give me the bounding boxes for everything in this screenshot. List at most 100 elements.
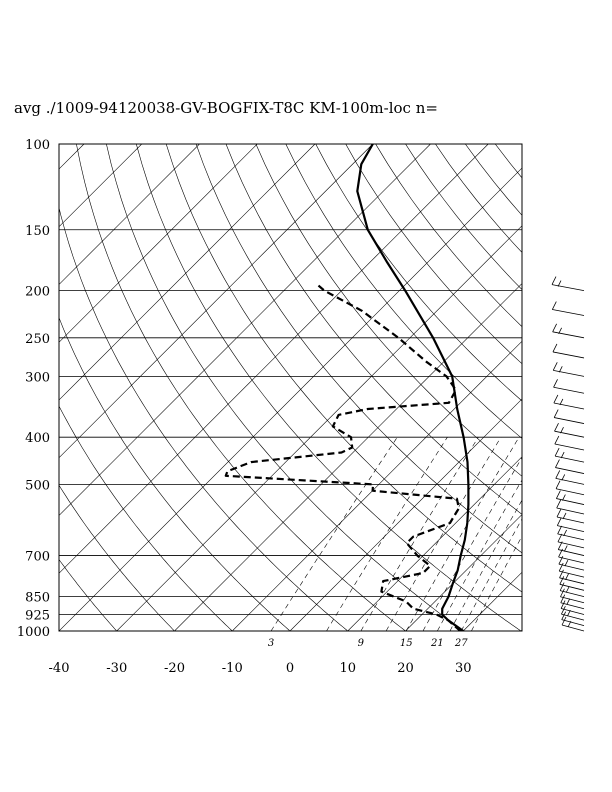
wind-barb [559, 576, 585, 591]
isotherm-line [116, 225, 522, 631]
wind-barb [551, 276, 585, 291]
wind-barb [557, 541, 585, 556]
y-tick-label: 150 [25, 224, 50, 239]
wind-barb [560, 594, 585, 610]
wind-barb-feather [559, 576, 565, 585]
isotherm-line [579, 144, 612, 631]
x-tick-label: -30 [106, 661, 127, 676]
wind-barb [558, 562, 585, 578]
wind-barb-staff [560, 602, 585, 610]
mixing-ratio-label: 27 [454, 638, 468, 649]
y-tick-label: 500 [25, 478, 50, 493]
mixing-ratio-label: 9 [358, 638, 365, 649]
wind-barb [552, 323, 585, 339]
wind-barb [556, 508, 585, 524]
wind-barb-feather [565, 573, 569, 580]
dry-adiabat [59, 559, 118, 631]
wind-barb-feather [565, 586, 570, 593]
isotherm-line [289, 398, 522, 631]
chart-title: avg ./1009-94120038-GV-BOGFIX-T8C KM-100… [14, 99, 438, 117]
wind-barb [559, 582, 585, 598]
isotherm-line [405, 514, 522, 631]
wind-barb [561, 611, 585, 627]
wind-barb-feather [555, 470, 561, 479]
plot-frame [58, 143, 523, 632]
dry-adiabat [106, 144, 464, 631]
wind-barb [560, 588, 585, 604]
wind-barb-feather [557, 533, 563, 543]
wind-barb [560, 600, 585, 615]
wind-barb-feather [560, 600, 566, 609]
wind-barb-staff [554, 417, 585, 424]
dry-adiabat [435, 144, 522, 253]
y-tick-label: 1000 [17, 625, 50, 640]
mixing-ratio-label: 21 [430, 638, 444, 649]
wind-barb [553, 394, 585, 410]
wind-barb-feather [561, 611, 567, 620]
wind-barb [558, 548, 585, 564]
wind-barb-staff [559, 583, 585, 591]
wind-barb-feather [556, 490, 561, 499]
x-tick-labels: -40 -30 -20 -10 0 10 20 30 [49, 661, 472, 676]
wind-barb-staff [554, 430, 585, 438]
isotherm-line [59, 144, 200, 285]
isotherm-line [347, 456, 522, 631]
wind-barb [557, 533, 585, 549]
wind-barb-feather [553, 394, 559, 404]
dewpoint-profile [224, 284, 462, 631]
wind-barb-feather [552, 362, 558, 371]
mixing-ratio-label: 3 [268, 638, 274, 649]
wind-barb-staff [560, 596, 585, 604]
isotherm-line [59, 144, 316, 401]
wind-barb [554, 423, 585, 438]
wind-barb-staff [558, 549, 585, 556]
wind-barb-staff [557, 533, 585, 541]
wind-barb-feather [556, 508, 562, 518]
wind-barb-feather [560, 427, 564, 434]
wind-barb-staff [556, 516, 585, 524]
x-tick-label: -40 [49, 661, 70, 676]
mixing-ratio-labels: 3 9 15 21 27 [268, 638, 468, 649]
isotherm-line [59, 167, 522, 631]
y-tick-label: 700 [25, 550, 50, 565]
wind-barb-staff [561, 613, 585, 621]
wind-barb-staff [552, 331, 585, 339]
wind-barb-feather [563, 545, 568, 552]
wind-barb-feather [564, 559, 569, 567]
y-tick-label: 400 [25, 431, 50, 446]
wind-barb-feather [554, 423, 559, 432]
wind-barb-feather [556, 499, 562, 509]
wind-barb-feather [559, 569, 564, 578]
isobar-layer [59, 143, 522, 632]
y-tick-label: 200 [25, 285, 50, 300]
wind-barb [555, 470, 585, 485]
wind-barb-feather [557, 280, 562, 287]
y-tick-label: 250 [25, 332, 50, 347]
series-layer [224, 144, 470, 631]
dry-adiabat [59, 316, 291, 631]
dry-adiabat [585, 144, 612, 631]
wind-barb [555, 459, 585, 474]
x-tick-label: -10 [222, 661, 243, 676]
x-tick-label: 0 [286, 661, 294, 676]
y-tick-label: 300 [25, 370, 50, 385]
wind-barb-staff [552, 309, 585, 316]
wind-barb-staff [553, 369, 585, 377]
wind-barb [557, 525, 585, 541]
wind-barb-staff [561, 619, 585, 627]
wind-barb [551, 301, 585, 316]
grid-layer [59, 144, 612, 631]
wind-barb-staff [558, 556, 585, 564]
wind-barb-feather [558, 327, 562, 334]
wind-barb-feather [556, 517, 562, 526]
isotherm-line [232, 340, 522, 631]
wind-barb-feather [560, 451, 565, 459]
y-tick-label: 850 [25, 591, 50, 606]
wind-barb-staff [554, 443, 585, 451]
wind-barb-feather [551, 301, 557, 310]
wind-barb-feather [560, 594, 566, 603]
wind-barb-feather [558, 366, 563, 373]
wind-barb-feather [555, 480, 561, 489]
wind-barb [559, 569, 585, 585]
